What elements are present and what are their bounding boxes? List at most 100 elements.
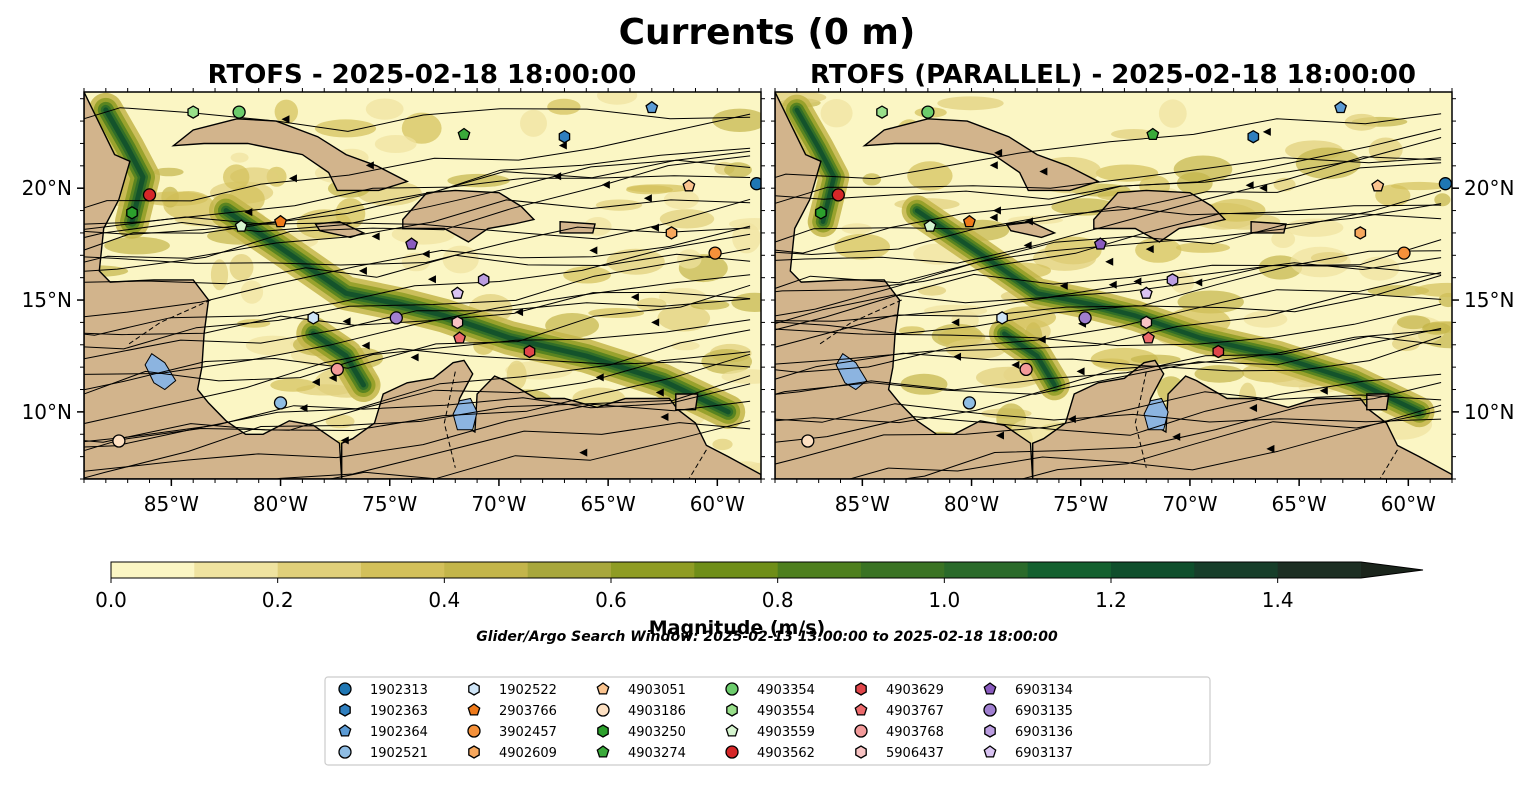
float-markers-layer: [112, 100, 761, 448]
streamline: [775, 335, 1442, 395]
legend-item-4903629: 4903629: [855, 682, 944, 698]
country-border: [443, 371, 456, 468]
current-patch: [237, 319, 271, 328]
streamline: [775, 204, 1442, 255]
streamline: [84, 353, 751, 443]
lake: [1143, 397, 1169, 431]
current-patch: [506, 360, 527, 390]
current-patch: [657, 304, 711, 332]
colorbar-segment: [777, 562, 862, 578]
legend-label: 4903554: [757, 704, 815, 719]
legend-label: 6903137: [1015, 746, 1073, 761]
streamline-arrow: [1059, 281, 1068, 290]
streamline-arrow: [1194, 278, 1203, 287]
colorbar-segment: [611, 562, 695, 578]
float-marker-1902364: [645, 100, 659, 114]
colorbar-tick-label: 1.2: [1095, 588, 1127, 612]
streamline-arrow: [660, 412, 669, 421]
search-window-caption: Glider/Argo Search Window: 2025-02-13 13…: [476, 629, 1058, 645]
streamline-arrow: [655, 388, 664, 397]
streamline: [775, 336, 1442, 380]
y-axis-right: 20°N 15°N 10°N: [771, 98, 1514, 480]
legend-item-6903137: 6903137: [983, 745, 1073, 761]
legend-item-4903562: 4903562: [725, 745, 815, 761]
land-mass: [1093, 189, 1227, 243]
float-marker-1902521: [273, 396, 288, 410]
streamline: [775, 157, 1442, 204]
float-marker-1902363: [1247, 129, 1260, 144]
colorbar-segment: [111, 562, 195, 578]
current-patch: [1434, 193, 1451, 207]
current-patch: [547, 98, 581, 115]
streamline-arrow: [650, 223, 659, 232]
legend-label: 1902522: [499, 683, 557, 698]
current-patch: [834, 233, 890, 260]
float-marker-1902364: [1334, 100, 1348, 114]
streamline: [775, 156, 1442, 264]
float-marker-4903559: [234, 219, 248, 232]
current-patch: [1130, 354, 1181, 364]
streamline: [84, 329, 751, 448]
legend-marker-2903766: [467, 703, 481, 716]
colorbar-label: Magnitude (m/s): [649, 617, 826, 639]
land-layer: [775, 92, 1452, 479]
streamline: [84, 351, 751, 452]
float-marker-6903136: [1166, 273, 1179, 287]
legend-marker-4903767: [854, 703, 868, 716]
current-patch: [153, 167, 184, 177]
streamline-arrow: [515, 308, 524, 317]
current-jet: [310, 331, 366, 388]
streamline-arrow: [421, 250, 430, 259]
streamline: [775, 137, 1442, 254]
colorbar-segment: [861, 562, 945, 578]
legend-marker-6903136: [984, 724, 996, 738]
country-border: [818, 299, 902, 346]
x-tick-label: 85°W: [835, 492, 890, 516]
streamline: [84, 150, 751, 235]
current-patch: [401, 112, 442, 144]
streamline-arrow: [579, 448, 588, 457]
colorbar-segment: [1194, 562, 1279, 578]
streamline-arrow: [365, 161, 374, 170]
map-panel-left: 85°W 80°W 75°W 70°W 65°W 60°W 20°N 15°N 10°N: [22, 88, 765, 516]
streamline-arrow: [989, 213, 998, 222]
current-patch: [442, 245, 479, 274]
current-patch: [274, 99, 298, 125]
x-tick-label: 65°W: [581, 492, 636, 516]
map-frame: [774, 91, 1453, 480]
current-patch: [626, 185, 673, 195]
legend-label: 4903768: [886, 725, 944, 740]
float-marker-4903186: [801, 434, 815, 448]
legend-marker-4903051: [596, 682, 610, 695]
streamline: [900, 382, 1442, 479]
y-tick-label: 20°N: [22, 176, 72, 200]
float-marker-1902522: [307, 311, 320, 325]
legend-marker-4903629: [855, 682, 867, 696]
current-patch: [1284, 218, 1344, 237]
streamline: [84, 159, 751, 239]
streamline-arrow: [953, 352, 962, 361]
colorbar-tick-label: 0.2: [262, 588, 294, 612]
streamline-arrow: [1011, 360, 1020, 369]
current-patch: [210, 259, 229, 291]
streamline: [775, 403, 1442, 423]
current-patch: [1194, 365, 1245, 383]
float-marker-4903554: [876, 105, 888, 119]
current-patch: [1344, 113, 1379, 131]
x-tick-label: 80°W: [253, 492, 308, 516]
streamline: [84, 348, 751, 425]
float-marker-1902363: [558, 129, 571, 144]
streamline: [775, 113, 1442, 180]
colorbar-tick-label: 0.8: [762, 588, 794, 612]
legend-item-4903554: 4903554: [726, 703, 815, 719]
legend-item-1902521: 1902521: [338, 745, 428, 761]
streamline: [775, 190, 1442, 317]
colorbar-segment: [1111, 562, 1195, 578]
current-jet: [914, 208, 1422, 415]
float-marker-6903134: [405, 237, 419, 250]
streamline-arrow: [995, 431, 1004, 440]
x-tick-label: 75°W: [1053, 492, 1108, 516]
float-marker-3902457: [1397, 246, 1411, 260]
current-patch: [1158, 99, 1187, 128]
streamline: [274, 422, 751, 479]
